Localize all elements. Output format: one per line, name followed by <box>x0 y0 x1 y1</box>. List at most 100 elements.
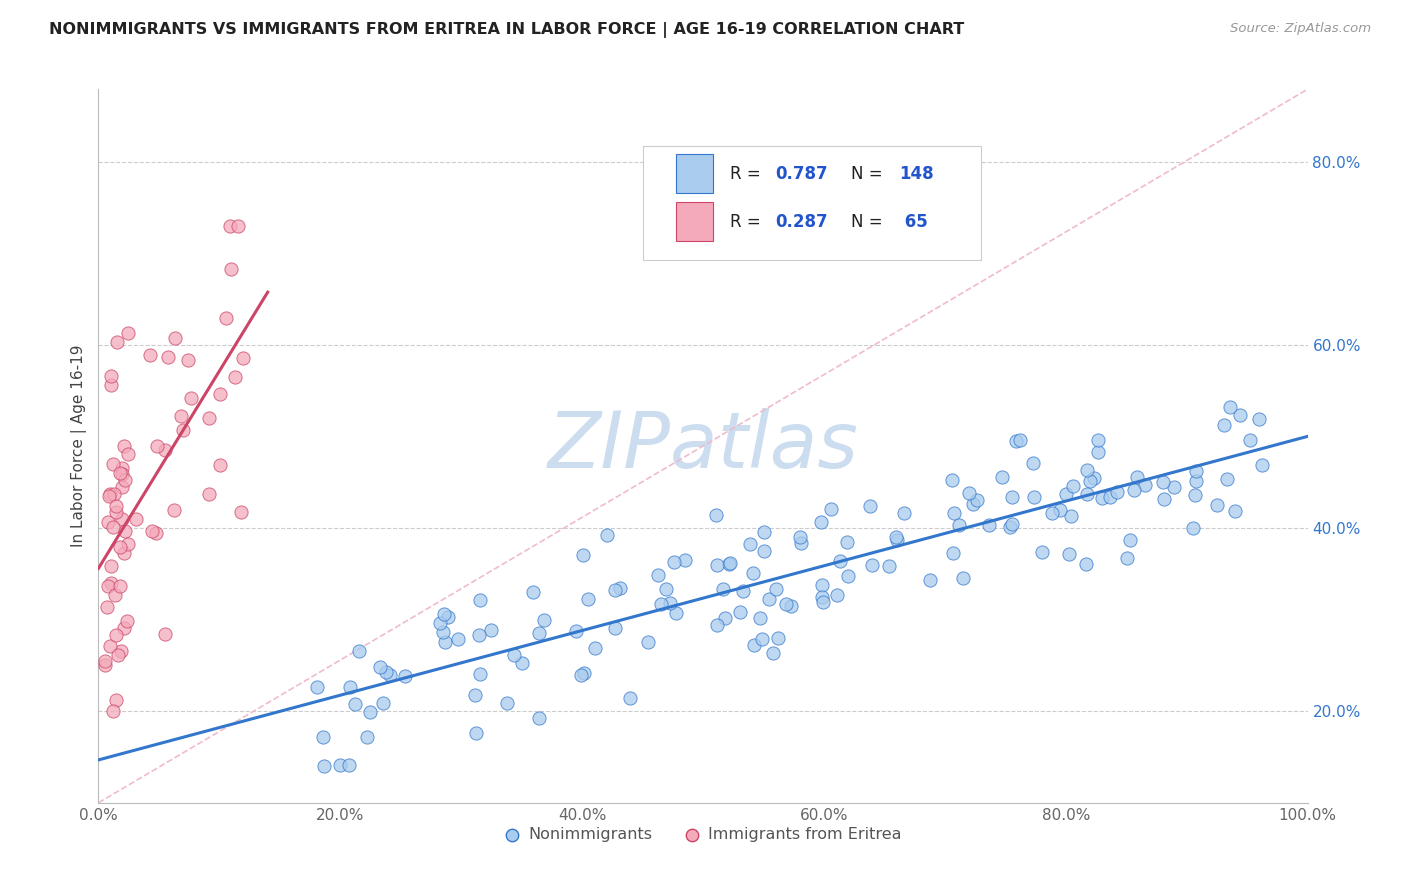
Point <box>991 470 1014 484</box>
Point <box>339 681 361 695</box>
Point <box>1054 487 1077 501</box>
Point <box>1223 504 1246 518</box>
Point <box>811 578 834 592</box>
Point <box>231 351 253 366</box>
Point <box>837 569 859 583</box>
Point <box>215 310 238 325</box>
Point <box>1184 488 1206 502</box>
Point <box>1184 463 1206 477</box>
Point <box>108 579 131 593</box>
Point <box>1239 433 1261 447</box>
Point <box>751 632 773 646</box>
Point <box>1185 474 1208 488</box>
Point <box>1087 444 1109 458</box>
Point <box>104 628 127 642</box>
Point <box>789 530 811 544</box>
Point <box>758 591 780 606</box>
Point <box>813 595 835 609</box>
Point <box>312 759 335 773</box>
Point <box>718 556 741 570</box>
Point <box>1119 533 1142 547</box>
Point <box>576 591 599 606</box>
Point <box>1010 433 1032 447</box>
Point <box>1031 545 1053 559</box>
Point <box>104 499 127 513</box>
Point <box>219 261 242 276</box>
Point <box>378 668 401 682</box>
Point <box>533 614 555 628</box>
Point <box>572 549 595 563</box>
Text: N =: N = <box>851 212 887 231</box>
Point <box>1181 521 1204 535</box>
Y-axis label: In Labor Force | Age 16-19: In Labor Force | Age 16-19 <box>72 344 87 548</box>
Point <box>1040 506 1063 520</box>
Point <box>112 620 135 634</box>
Point <box>180 391 202 405</box>
Point <box>603 621 626 635</box>
Point <box>647 568 669 582</box>
Point <box>96 599 118 614</box>
Text: NONIMMIGRANTS VS IMMIGRANTS FROM ERITREA IN LABOR FORCE | AGE 16-19 CORRELATION : NONIMMIGRANTS VS IMMIGRANTS FROM ERITREA… <box>49 22 965 38</box>
Point <box>742 639 765 653</box>
Point <box>368 660 391 674</box>
Point <box>97 516 120 530</box>
Point <box>1005 434 1028 448</box>
Point <box>224 369 246 384</box>
Point <box>860 558 883 572</box>
Point <box>145 525 167 540</box>
Point <box>107 648 129 662</box>
Point <box>962 497 984 511</box>
Point <box>100 378 122 392</box>
Point <box>145 439 167 453</box>
Point <box>112 546 135 560</box>
Point <box>349 644 371 658</box>
Point <box>1205 498 1227 512</box>
Point <box>811 590 834 604</box>
Point <box>1091 491 1114 506</box>
Point <box>828 554 851 568</box>
Point <box>163 503 186 517</box>
Point <box>966 493 988 508</box>
Point <box>1152 475 1174 489</box>
Point <box>465 725 488 739</box>
Point <box>942 506 965 520</box>
Point <box>766 632 789 646</box>
Point <box>1080 474 1102 488</box>
Text: Source: ZipAtlas.com: Source: ZipAtlas.com <box>1230 22 1371 36</box>
Text: 148: 148 <box>898 165 934 183</box>
Point <box>374 665 396 679</box>
Point <box>665 606 688 620</box>
Point <box>879 558 901 573</box>
Point <box>835 534 858 549</box>
Point <box>1249 412 1271 426</box>
Point <box>775 597 797 611</box>
Point <box>198 487 221 501</box>
Point <box>886 533 908 548</box>
Point <box>115 614 138 628</box>
Point <box>138 348 160 362</box>
Point <box>371 696 394 710</box>
Point <box>468 628 491 642</box>
Point <box>1001 490 1024 504</box>
Point <box>157 350 180 364</box>
Point <box>105 334 128 349</box>
Point <box>111 512 134 526</box>
Point <box>103 487 125 501</box>
Point <box>209 387 232 401</box>
Point <box>114 524 136 538</box>
Point <box>1229 408 1251 422</box>
Point <box>432 625 454 640</box>
Point <box>97 489 120 503</box>
Text: ZIPatlas: ZIPatlas <box>547 408 859 484</box>
Point <box>733 584 755 599</box>
Point <box>595 528 617 542</box>
Point <box>112 439 135 453</box>
Point <box>503 648 526 663</box>
Point <box>762 646 785 660</box>
Point <box>114 473 136 487</box>
FancyBboxPatch shape <box>643 146 981 260</box>
Point <box>1107 484 1129 499</box>
Point <box>108 541 131 555</box>
Point <box>603 583 626 598</box>
Point <box>1022 456 1045 470</box>
